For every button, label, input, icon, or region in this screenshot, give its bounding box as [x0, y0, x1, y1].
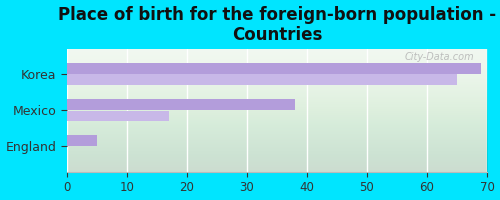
- Bar: [67, 99, 295, 110]
- Bar: [67, 111, 169, 121]
- Bar: [67, 63, 481, 74]
- Text: City-Data.com: City-Data.com: [405, 52, 474, 62]
- Bar: [67, 135, 97, 146]
- Bar: [67, 74, 457, 85]
- Title: Place of birth for the foreign-born population -
Countries: Place of birth for the foreign-born popu…: [58, 6, 496, 44]
